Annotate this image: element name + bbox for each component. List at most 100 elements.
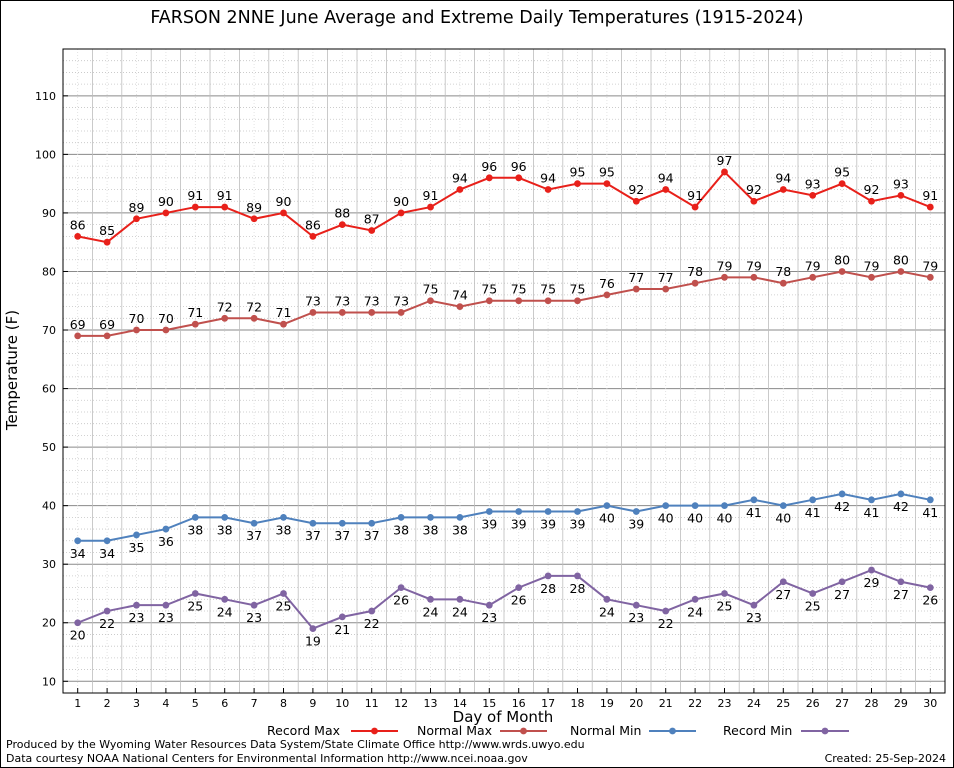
data-label: 28 [570,581,586,596]
x-tick-label: 17 [541,697,555,710]
data-label: 80 [893,252,909,267]
data-point [191,320,199,328]
data-point [691,203,699,211]
data-point [456,186,464,193]
data-point [750,496,758,504]
data-point [103,332,111,340]
x-tick-label: 10 [335,697,349,710]
data-label: 76 [599,276,615,291]
data-label: 25 [805,598,821,613]
data-label: 74 [452,288,468,303]
data-point [427,297,434,305]
data-point [221,203,229,211]
data-point [926,496,934,504]
data-label: 24 [687,604,703,619]
data-point [485,297,493,305]
data-label: 26 [511,593,527,608]
data-label: 24 [423,604,439,619]
data-point [515,584,523,592]
data-label: 92 [628,182,644,197]
data-point [662,607,670,615]
x-tick-label: 6 [221,697,228,710]
data-point [133,326,140,334]
x-tick-label: 25 [776,697,790,710]
data-point [250,314,258,322]
legend-marker [371,727,378,735]
plot-border [62,48,946,694]
data-point [191,590,199,597]
data-label: 69 [70,317,86,332]
data-label: 40 [599,511,615,526]
y-tick-label: 90 [42,207,56,220]
data-label: 86 [305,217,321,232]
y-tick-label: 110 [35,90,56,103]
data-point [750,601,758,609]
data-point [603,502,611,510]
footer-created: Created: 25-Sep-2024 [824,752,946,765]
data-label: 40 [775,511,791,526]
x-tick-label: 22 [688,697,702,710]
data-point [133,215,140,223]
data-label: 75 [511,282,527,297]
data-point [779,279,787,287]
data-label: 91 [922,188,938,203]
data-label: 73 [334,293,350,308]
data-label: 40 [658,511,674,526]
data-point [162,326,170,334]
x-tick-label: 28 [865,697,879,710]
legend-marker [520,727,527,735]
data-point [574,508,581,515]
data-label: 24 [217,604,233,619]
data-point [809,590,817,597]
y-tick-label: 30 [42,558,56,571]
data-label: 23 [746,610,762,625]
data-label: 38 [423,522,439,537]
data-label: 92 [746,182,762,197]
y-axis-label: Temperature (F) [3,310,21,431]
data-point [662,502,670,510]
data-label: 38 [452,522,468,537]
data-point [838,578,846,586]
data-point [691,279,699,287]
data-point [74,619,82,627]
data-label: 36 [158,534,174,549]
data-label: 70 [129,311,145,326]
data-point [338,519,346,527]
x-tick-label: 1 [74,697,81,710]
data-point [574,572,581,580]
data-label: 38 [217,522,233,537]
data-label: 73 [364,293,380,308]
x-tick-label: 24 [747,697,761,710]
data-label: 75 [540,282,556,297]
chart-title: FARSON 2NNE June Average and Extreme Dai… [150,8,804,28]
data-label: 73 [393,293,409,308]
data-label: 79 [746,258,762,273]
data-label: 91 [687,188,703,203]
data-label: 75 [570,282,586,297]
data-label: 39 [540,517,556,532]
data-point [338,221,346,229]
x-tick-label: 4 [162,697,169,710]
data-point [779,578,787,586]
data-point [809,273,817,281]
x-tick-label: 21 [659,697,673,710]
data-point [427,595,434,603]
y-tick-label: 50 [42,441,56,454]
data-label: 91 [423,188,439,203]
data-point [309,519,317,527]
data-label: 71 [187,305,203,320]
data-point [603,180,611,188]
legend: Record Max Normal Max Normal Min Record Min [267,723,849,738]
data-point [868,273,875,281]
data-point [103,607,111,615]
y-tick-label: 100 [35,148,56,161]
data-point [809,191,817,199]
data-label: 93 [893,176,909,191]
data-label: 25 [276,598,292,613]
data-point [338,613,346,621]
x-tick-label: 5 [192,697,199,710]
data-point [74,232,82,240]
data-point [721,168,728,176]
legend-marker [821,727,829,735]
